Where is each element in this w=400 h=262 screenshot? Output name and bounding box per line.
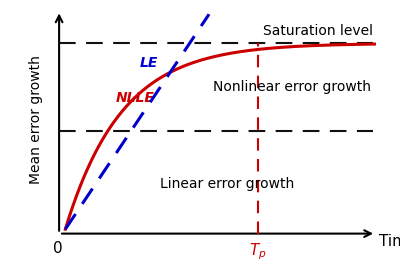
Text: NLLE: NLLE bbox=[116, 91, 155, 105]
Text: LE: LE bbox=[140, 56, 158, 70]
Text: Linear error growth: Linear error growth bbox=[160, 177, 294, 192]
Text: Mean error growth: Mean error growth bbox=[29, 56, 43, 184]
Text: Saturation level: Saturation level bbox=[263, 24, 373, 39]
Text: Nonlinear error growth: Nonlinear error growth bbox=[213, 80, 371, 94]
Text: $T_p$: $T_p$ bbox=[249, 241, 267, 262]
Text: 0: 0 bbox=[53, 241, 62, 256]
Text: Time: Time bbox=[379, 234, 400, 249]
